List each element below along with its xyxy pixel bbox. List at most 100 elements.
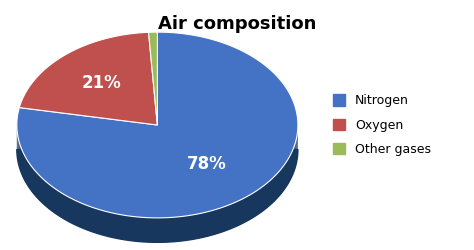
Polygon shape <box>261 186 263 212</box>
Polygon shape <box>267 181 270 207</box>
Polygon shape <box>251 193 254 219</box>
Polygon shape <box>109 212 112 237</box>
Polygon shape <box>46 181 47 208</box>
Polygon shape <box>207 211 210 236</box>
Polygon shape <box>122 215 125 240</box>
Polygon shape <box>27 159 28 186</box>
Polygon shape <box>37 174 39 200</box>
Polygon shape <box>200 213 203 238</box>
Polygon shape <box>287 159 288 186</box>
Polygon shape <box>20 146 21 173</box>
Polygon shape <box>256 190 258 216</box>
Polygon shape <box>281 167 283 194</box>
Polygon shape <box>258 188 261 214</box>
Polygon shape <box>291 152 292 179</box>
Polygon shape <box>19 32 157 125</box>
Polygon shape <box>248 194 251 220</box>
Text: 78%: 78% <box>187 155 227 173</box>
Polygon shape <box>125 216 128 240</box>
Text: Air composition: Air composition <box>158 15 316 33</box>
Polygon shape <box>272 177 273 204</box>
Polygon shape <box>288 157 289 184</box>
Text: 21%: 21% <box>82 74 121 92</box>
Polygon shape <box>277 171 279 198</box>
Polygon shape <box>92 208 96 233</box>
Polygon shape <box>254 191 256 217</box>
Polygon shape <box>24 155 26 182</box>
Polygon shape <box>31 166 33 192</box>
Polygon shape <box>67 196 70 222</box>
Polygon shape <box>135 217 138 242</box>
Polygon shape <box>295 142 296 168</box>
Polygon shape <box>18 140 19 166</box>
Polygon shape <box>216 208 219 234</box>
Polygon shape <box>19 142 20 169</box>
Polygon shape <box>180 216 183 241</box>
Polygon shape <box>23 153 24 180</box>
Polygon shape <box>183 216 187 241</box>
Polygon shape <box>289 155 291 181</box>
Polygon shape <box>190 215 193 240</box>
Polygon shape <box>166 218 170 242</box>
Polygon shape <box>265 183 267 209</box>
Legend: Nitrogen, Oxygen, Other gases: Nitrogen, Oxygen, Other gases <box>328 89 436 161</box>
Polygon shape <box>240 199 243 224</box>
Polygon shape <box>263 184 265 211</box>
Polygon shape <box>213 209 216 235</box>
Polygon shape <box>118 214 122 239</box>
Polygon shape <box>159 218 163 242</box>
Polygon shape <box>149 218 153 242</box>
Polygon shape <box>29 164 31 190</box>
Polygon shape <box>112 213 115 238</box>
Polygon shape <box>293 146 294 172</box>
Polygon shape <box>237 200 240 226</box>
Polygon shape <box>96 208 99 234</box>
Polygon shape <box>128 216 132 241</box>
Polygon shape <box>36 172 37 198</box>
Polygon shape <box>193 214 197 239</box>
Polygon shape <box>115 214 118 239</box>
Polygon shape <box>294 144 295 170</box>
Polygon shape <box>231 203 235 228</box>
Polygon shape <box>292 148 293 175</box>
Polygon shape <box>87 205 90 231</box>
Polygon shape <box>59 192 62 218</box>
Polygon shape <box>43 179 46 206</box>
Polygon shape <box>62 193 64 219</box>
Polygon shape <box>99 210 102 235</box>
Polygon shape <box>285 161 287 188</box>
Polygon shape <box>228 204 231 230</box>
Polygon shape <box>33 168 34 194</box>
Polygon shape <box>105 211 109 236</box>
Polygon shape <box>187 215 190 240</box>
Polygon shape <box>102 210 105 236</box>
Polygon shape <box>83 204 87 230</box>
Polygon shape <box>26 157 27 184</box>
Polygon shape <box>75 200 78 226</box>
Polygon shape <box>273 175 275 202</box>
Polygon shape <box>148 32 157 125</box>
Polygon shape <box>57 190 59 216</box>
Polygon shape <box>52 186 55 212</box>
Polygon shape <box>41 178 43 204</box>
Polygon shape <box>50 185 52 211</box>
Polygon shape <box>203 212 207 237</box>
Polygon shape <box>142 217 146 242</box>
Polygon shape <box>47 183 50 209</box>
Polygon shape <box>270 179 272 205</box>
Polygon shape <box>70 198 72 223</box>
Polygon shape <box>146 218 149 242</box>
Polygon shape <box>176 217 180 242</box>
Polygon shape <box>132 216 135 241</box>
Polygon shape <box>235 202 237 227</box>
Polygon shape <box>226 205 228 231</box>
Polygon shape <box>197 214 200 238</box>
Polygon shape <box>34 170 36 196</box>
Polygon shape <box>78 202 81 227</box>
Polygon shape <box>222 206 226 232</box>
Polygon shape <box>243 197 246 223</box>
Polygon shape <box>17 32 298 218</box>
Polygon shape <box>138 217 142 242</box>
Polygon shape <box>163 218 166 242</box>
Polygon shape <box>246 196 248 222</box>
